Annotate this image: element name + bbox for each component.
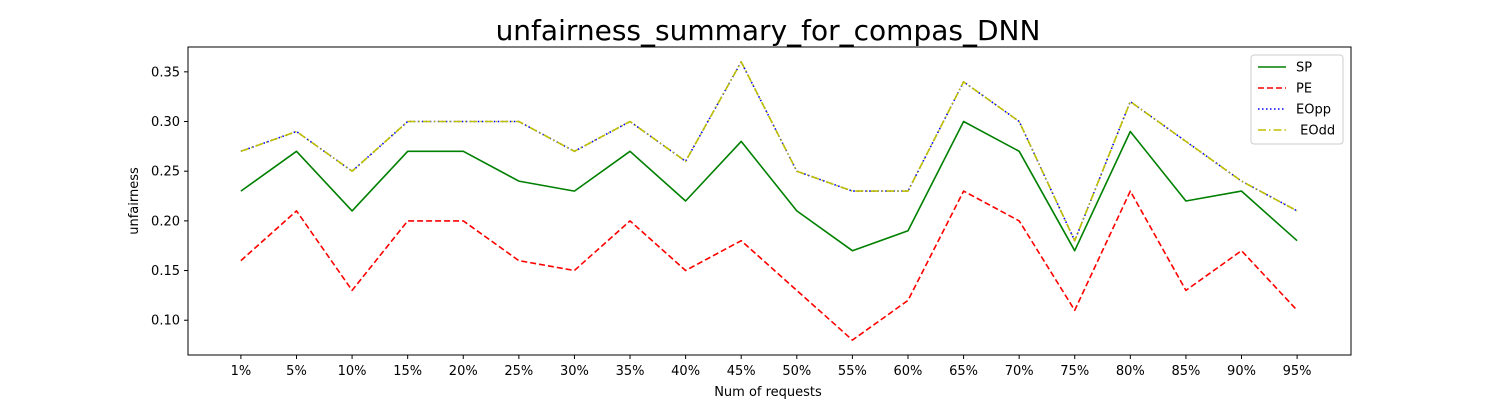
x-tick-label: 35%	[616, 364, 645, 379]
series-line-eopp	[240, 61, 1298, 242]
x-tick-label: 20%	[449, 364, 478, 379]
series-lines	[240, 61, 1298, 341]
x-tick-label: 1%	[231, 364, 252, 379]
x-tick-label: 60%	[894, 364, 923, 379]
y-tick-label: 0.15	[151, 264, 180, 279]
legend-label: PE	[1296, 82, 1312, 97]
y-tick-label: 0.20	[151, 214, 180, 229]
x-tick-label: 40%	[671, 364, 700, 379]
x-tick-label: 95%	[1283, 364, 1312, 379]
x-tick-label: 75%	[1060, 364, 1089, 379]
x-tick-label: 70%	[1005, 364, 1034, 379]
x-tick-label: 30%	[560, 364, 589, 379]
plot-area	[187, 46, 1352, 356]
legend: SP PE EOpp EOdd	[1250, 54, 1344, 145]
x-tick-label: 90%	[1227, 364, 1256, 379]
y-tick-label: 0.35	[151, 65, 180, 80]
legend-box	[1250, 54, 1344, 145]
y-tick-label: 0.25	[151, 165, 180, 180]
x-tick-label: 15%	[393, 364, 422, 379]
series-line-eodd	[240, 61, 1298, 242]
y-axis: 0.10 0.15 0.20 0.25 0.30 0.35	[151, 65, 188, 329]
x-tick-label: 55%	[838, 364, 867, 379]
legend-label: SP	[1296, 61, 1312, 76]
x-axis-label: Num of requests	[714, 385, 822, 400]
x-tick-label: 80%	[1116, 364, 1145, 379]
x-tick-label: 85%	[1171, 364, 1200, 379]
y-tick-label: 0.10	[151, 314, 180, 329]
x-tick-label: 45%	[727, 364, 756, 379]
x-tick-label: 10%	[338, 364, 367, 379]
x-tick-label: 65%	[949, 364, 978, 379]
series-line-sp	[240, 120, 1298, 252]
chart-title: unfairness_summary_for_compas_DNN	[496, 14, 1041, 47]
y-axis-label: unfairness	[127, 167, 142, 235]
y-tick-label: 0.30	[151, 115, 180, 130]
legend-label: EOdd	[1296, 124, 1335, 139]
legend-label: EOpp	[1296, 103, 1331, 118]
x-tick-label: 5%	[286, 364, 307, 379]
x-axis: 1% 5% 10% 15% 20% 25% 30% 35% 40% 45% 50% 55% 60% 65%…	[231, 355, 1312, 379]
series-line-pe	[240, 190, 1298, 341]
x-tick-label: 25%	[504, 364, 533, 379]
x-tick-label: 50%	[782, 364, 811, 379]
